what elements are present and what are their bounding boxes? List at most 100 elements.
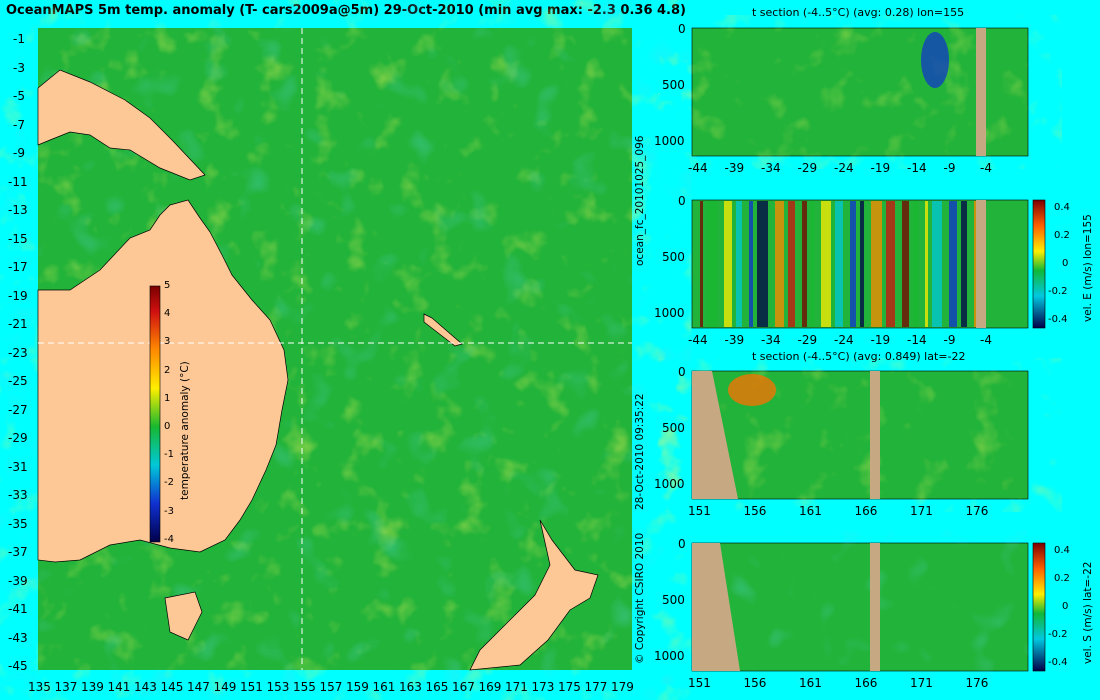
velocity-stripe <box>932 201 942 327</box>
vel-s-label: vel. S (m/s) lat=-22 <box>1082 561 1094 664</box>
colorbar-tick-label: -2 <box>164 477 174 489</box>
lat-tick-label: -33 <box>8 488 28 502</box>
velocity-stripe <box>757 201 768 327</box>
panel-y-tick-label: 0 <box>678 194 686 208</box>
lon-tick-label: 165 <box>425 680 449 694</box>
colorbar-tick-label: -4 <box>164 533 174 545</box>
lon-tick-label: 149 <box>213 680 237 694</box>
panel-x-tick-label: 151 <box>688 676 711 690</box>
lat-tick-label: -43 <box>8 630 28 645</box>
colorbar-tick-label: 0.4 <box>1054 202 1070 213</box>
panel-x-tick-label: -34 <box>761 161 781 175</box>
lon-tick-label: 171 <box>505 680 528 694</box>
figure-title: OceanMAPS 5m temp. anomaly (T- cars2009a… <box>6 3 686 18</box>
panel-x-tick-label: 166 <box>854 504 878 518</box>
velocity-stripe <box>949 201 957 327</box>
velocity-stripe <box>913 201 918 327</box>
panel-x-tick-label: -34 <box>761 333 781 347</box>
colorbar-tick-label: 1 <box>164 392 171 404</box>
lon-tick-label: 141 <box>107 680 131 694</box>
panel-y-tick-label: 500 <box>662 250 685 264</box>
panel-y-tick-label: 0 <box>678 537 686 551</box>
lon-tick-label: 155 <box>293 680 316 694</box>
lon-tick-label: 175 <box>558 680 581 694</box>
lon-tick-label: 151 <box>240 680 263 694</box>
colorbar-tick-label: 0 <box>1062 601 1069 612</box>
colorbar-tick-label: 5 <box>164 280 171 291</box>
panel-x-tick-label: 156 <box>743 504 767 518</box>
velocity-stripe <box>707 201 717 327</box>
lat-tick-label: -41 <box>8 602 28 616</box>
colorbar-tick-label: -3 <box>164 505 174 517</box>
colorbar-tick-label: -0.4 <box>1048 314 1068 325</box>
panel-x-tick-label: -14 <box>907 161 927 175</box>
lat-tick-label: -9 <box>13 146 25 160</box>
lon-tick-label: 179 <box>611 680 634 694</box>
colorbar-tick-label: -0.2 <box>1048 629 1068 640</box>
velocity-stripe <box>821 201 831 327</box>
lat-tick-label: -5 <box>13 89 25 103</box>
section-panel-2 <box>691 199 1029 329</box>
velocity-stripe <box>850 201 856 327</box>
panel-x-tick-label: 166 <box>854 676 878 690</box>
colorbar-tick-label: 2 <box>164 364 171 376</box>
velocity-stripe <box>886 201 895 327</box>
panel-x-tick-label: -9 <box>943 161 956 175</box>
section-panel-4 <box>691 542 1029 672</box>
lon-tick-label: 153 <box>266 680 290 694</box>
lat-tick-label: -1 <box>13 32 25 46</box>
panel-x-tick-label: 171 <box>910 504 933 518</box>
lat-tick-label: -23 <box>8 345 28 360</box>
lat-tick-label: -19 <box>8 288 28 303</box>
panel-y-tick-label: 500 <box>662 78 685 92</box>
lon-tick-label: 159 <box>346 680 369 694</box>
panel-x-tick-label: 151 <box>688 504 711 518</box>
lat-tick-label: -29 <box>8 431 28 445</box>
panel-x-tick-label: 161 <box>799 504 822 518</box>
lon-tick-label: 161 <box>372 680 396 694</box>
vel-s-colorbar <box>1032 542 1046 672</box>
lat-tick-label: -21 <box>8 317 28 331</box>
panel-x-tick-label: 171 <box>910 676 933 690</box>
colorbar-tick-label: 4 <box>164 308 171 320</box>
panel-x-tick-label: -4 <box>980 161 992 175</box>
panel-x-tick-label: -14 <box>907 333 927 347</box>
velocity-stripe <box>961 201 967 327</box>
colorbar-tick-label: 3 <box>164 336 171 348</box>
section-panel-3 <box>691 370 1029 500</box>
new-guinea-landmass <box>37 69 206 181</box>
panel-x-tick-label: -19 <box>870 333 891 347</box>
lon-tick-label: 173 <box>531 680 555 694</box>
panel-y-tick-label: 1000 <box>654 649 685 663</box>
lon-tick-label: 135 <box>28 680 51 694</box>
lon-tick-label: 167 <box>452 680 475 694</box>
panel-y-tick-label: 1000 <box>654 134 685 148</box>
panel-x-tick-label: -29 <box>797 333 818 347</box>
australia-landmass <box>37 199 289 563</box>
colorbar-tick-label: -1 <box>164 449 174 461</box>
velocity-stripe <box>811 201 814 327</box>
panel-x-tick-label: -39 <box>724 161 745 175</box>
panel-x-tick-label: -44 <box>688 333 708 347</box>
lat-tick-label: -7 <box>13 117 25 132</box>
lon-tick-label: 145 <box>160 680 184 694</box>
lon-tick-label: 177 <box>584 680 608 694</box>
panel-1-title: t section (-4..5°C) (avg: 0.28) lon=155 <box>752 6 965 19</box>
section-panel-1 <box>691 27 1029 157</box>
colorbar-tick-label: -0.4 <box>1048 657 1068 668</box>
colorbar-tick-label: -0.2 <box>1048 286 1068 297</box>
panel-y-tick-label: 500 <box>662 421 685 435</box>
lon-tick-label: 147 <box>187 680 210 694</box>
colorbar-tick-label: 0 <box>1062 258 1069 269</box>
panel-x-tick-label: -44 <box>688 161 708 175</box>
run-id-label: ocean_fc_20101025_096 <box>634 135 646 266</box>
lat-tick-label: -13 <box>8 203 28 217</box>
lat-tick-label: -39 <box>8 573 28 588</box>
colorbar-tick-label: 0.2 <box>1054 573 1070 584</box>
panel-x-tick-label: -9 <box>943 333 956 347</box>
lat-tick-label: -27 <box>8 402 28 417</box>
lat-tick-label: -45 <box>8 659 28 673</box>
velocity-stripe <box>925 201 928 327</box>
panel-x-tick-label: -19 <box>870 161 891 175</box>
